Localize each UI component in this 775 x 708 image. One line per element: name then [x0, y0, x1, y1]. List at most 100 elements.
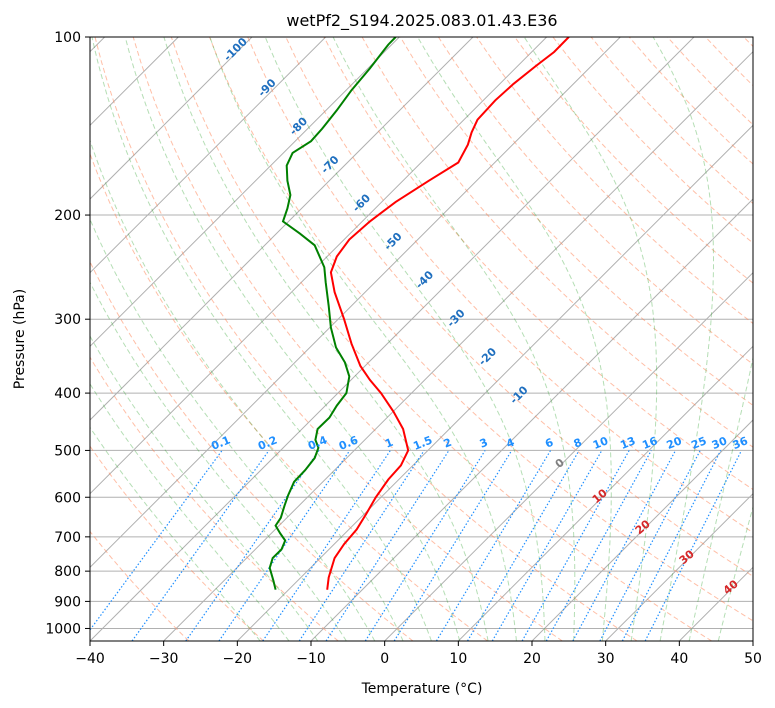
- dry-adiabat-label: -30: [444, 306, 467, 329]
- mixing-ratio-line: [325, 450, 450, 641]
- dry-adiabat-line: [132, 37, 638, 641]
- dry-adiabat-line: [361, 37, 753, 448]
- y-tick-label: 500: [54, 443, 81, 459]
- y-tick-label: 600: [54, 490, 81, 506]
- mixing-ratio-line: [298, 450, 425, 641]
- dry-adiabat-line: [90, 530, 190, 641]
- moist-adiabat-line: [124, 37, 461, 641]
- isotherm-line: [678, 566, 753, 641]
- grid-layer: [90, 37, 753, 641]
- mixing-ratio-line: [393, 450, 513, 641]
- moist-adiabat-line: [717, 505, 753, 641]
- moist-adiabat-label: 10: [590, 486, 610, 506]
- dry-adiabat-label: -100: [221, 35, 250, 64]
- moist-adiabat-line: [90, 138, 404, 641]
- plot-frame: [89, 36, 754, 642]
- mixing-ratio-line: [218, 450, 351, 641]
- x-tick-label: 0: [380, 651, 389, 667]
- x-tick-label: −10: [296, 651, 326, 667]
- mixing-ratio-line: [644, 450, 743, 641]
- y-tick-label: 200: [54, 208, 81, 224]
- isotherm-line: [531, 419, 753, 641]
- moist-adiabat-line: [209, 37, 517, 641]
- moist-adiabat-line: [417, 37, 612, 641]
- mixing-ratio-label: 2: [442, 436, 454, 451]
- mixing-ratio-label: 6: [543, 436, 555, 451]
- moist-adiabat-label: 0: [553, 456, 567, 471]
- moist-adiabat-line: [523, 37, 658, 641]
- mixing-ratio-line: [90, 450, 223, 631]
- dry-adiabat-label: -40: [413, 268, 436, 291]
- mixing-ratio-line: [599, 450, 701, 641]
- moist-adiabat-line: [90, 217, 376, 641]
- isotherm-line: [236, 124, 753, 641]
- mixing-ratio-label: 8: [572, 436, 584, 451]
- dry-adiabat-line: [323, 37, 753, 491]
- mixing-ratio-line: [262, 450, 391, 641]
- x-tick-label: 20: [523, 651, 541, 667]
- mixing-ratio-line: [521, 450, 630, 641]
- mixing-ratio-label: 20: [665, 434, 684, 452]
- moist-adiabat-line: [90, 335, 319, 641]
- mixing-ratio-label: 13: [618, 434, 637, 452]
- moist-adiabat-label: 40: [721, 577, 741, 597]
- mixing-ratio-label: 10: [591, 434, 610, 452]
- dry-adiabat-line: [90, 445, 264, 641]
- dry-adiabat-label: -10: [507, 383, 530, 406]
- dry-adiabat-line: [170, 37, 712, 641]
- mixing-ratio-label: 1: [383, 436, 395, 451]
- x-tick-label: −30: [149, 651, 179, 667]
- moist-adiabat-label: 20: [633, 517, 653, 537]
- x-tick-label: −40: [75, 651, 105, 667]
- y-tick-label: 700: [54, 530, 81, 546]
- dry-adiabat-line: [247, 37, 753, 577]
- mixing-ratio-line: [131, 450, 270, 641]
- dry-adiabat-line: [552, 37, 753, 244]
- x-tick-label: 50: [744, 651, 762, 667]
- x-tick-label: −20: [223, 651, 253, 667]
- y-tick-label: 1000: [45, 621, 81, 637]
- mixing-ratio-line: [185, 450, 320, 641]
- mixing-ratio-label: 30: [710, 434, 729, 452]
- moist-adiabat-line: [264, 37, 546, 641]
- mixing-ratio-label: 16: [640, 434, 659, 452]
- dewpoint-line: [268, 37, 397, 590]
- dry-adiabat-line: [209, 37, 753, 622]
- moist-adiabat-line: [332, 37, 576, 641]
- isotherm-line: [384, 271, 753, 641]
- moist-adiabat-line: [90, 382, 290, 641]
- dry-adiabat-label: -60: [350, 191, 373, 214]
- y-tick-label: 900: [54, 594, 81, 610]
- isotherm-line: [90, 37, 695, 641]
- mixing-ratio-label: 25: [689, 434, 708, 452]
- isotherm-line: [90, 37, 548, 495]
- dry-adiabat-line: [90, 152, 488, 641]
- isotherm-line: [90, 37, 327, 274]
- isotherm-line: [752, 640, 753, 641]
- moist-adiabat-line: [90, 281, 347, 641]
- mixing-ratio-line: [545, 450, 652, 641]
- dry-adiabat-label: -50: [381, 230, 404, 253]
- dry-adiabat-label: -80: [287, 114, 310, 137]
- x-tick-label: 40: [670, 651, 688, 667]
- x-axis-label: Temperature (°C): [361, 681, 483, 697]
- axis-ticks: −40 −30 −20 −10 0 10 20 30 40 5010009008007006005…: [45, 30, 762, 667]
- dry-adiabat-line: [90, 260, 414, 641]
- isotherm-line: [605, 492, 753, 641]
- isotherm-line: [457, 345, 753, 641]
- mixing-ratio-line: [364, 450, 486, 641]
- moist-adiabat-line: [688, 355, 753, 641]
- moist-adiabat-line: [90, 426, 261, 641]
- dry-adiabat-line: [399, 37, 753, 407]
- dry-adiabat-line: [94, 37, 563, 641]
- dry-adiabat-line: [476, 37, 753, 325]
- dry-adiabat-line: [590, 37, 753, 205]
- background-lines: [90, 37, 753, 641]
- isotherm-line: [310, 198, 753, 641]
- dry-adiabat-label: -70: [318, 153, 341, 176]
- moist-adiabat-line: [163, 37, 489, 641]
- isotherm-line: [90, 37, 474, 421]
- mixing-ratio-line: [572, 450, 677, 641]
- dry-adiabat-line: [514, 37, 753, 284]
